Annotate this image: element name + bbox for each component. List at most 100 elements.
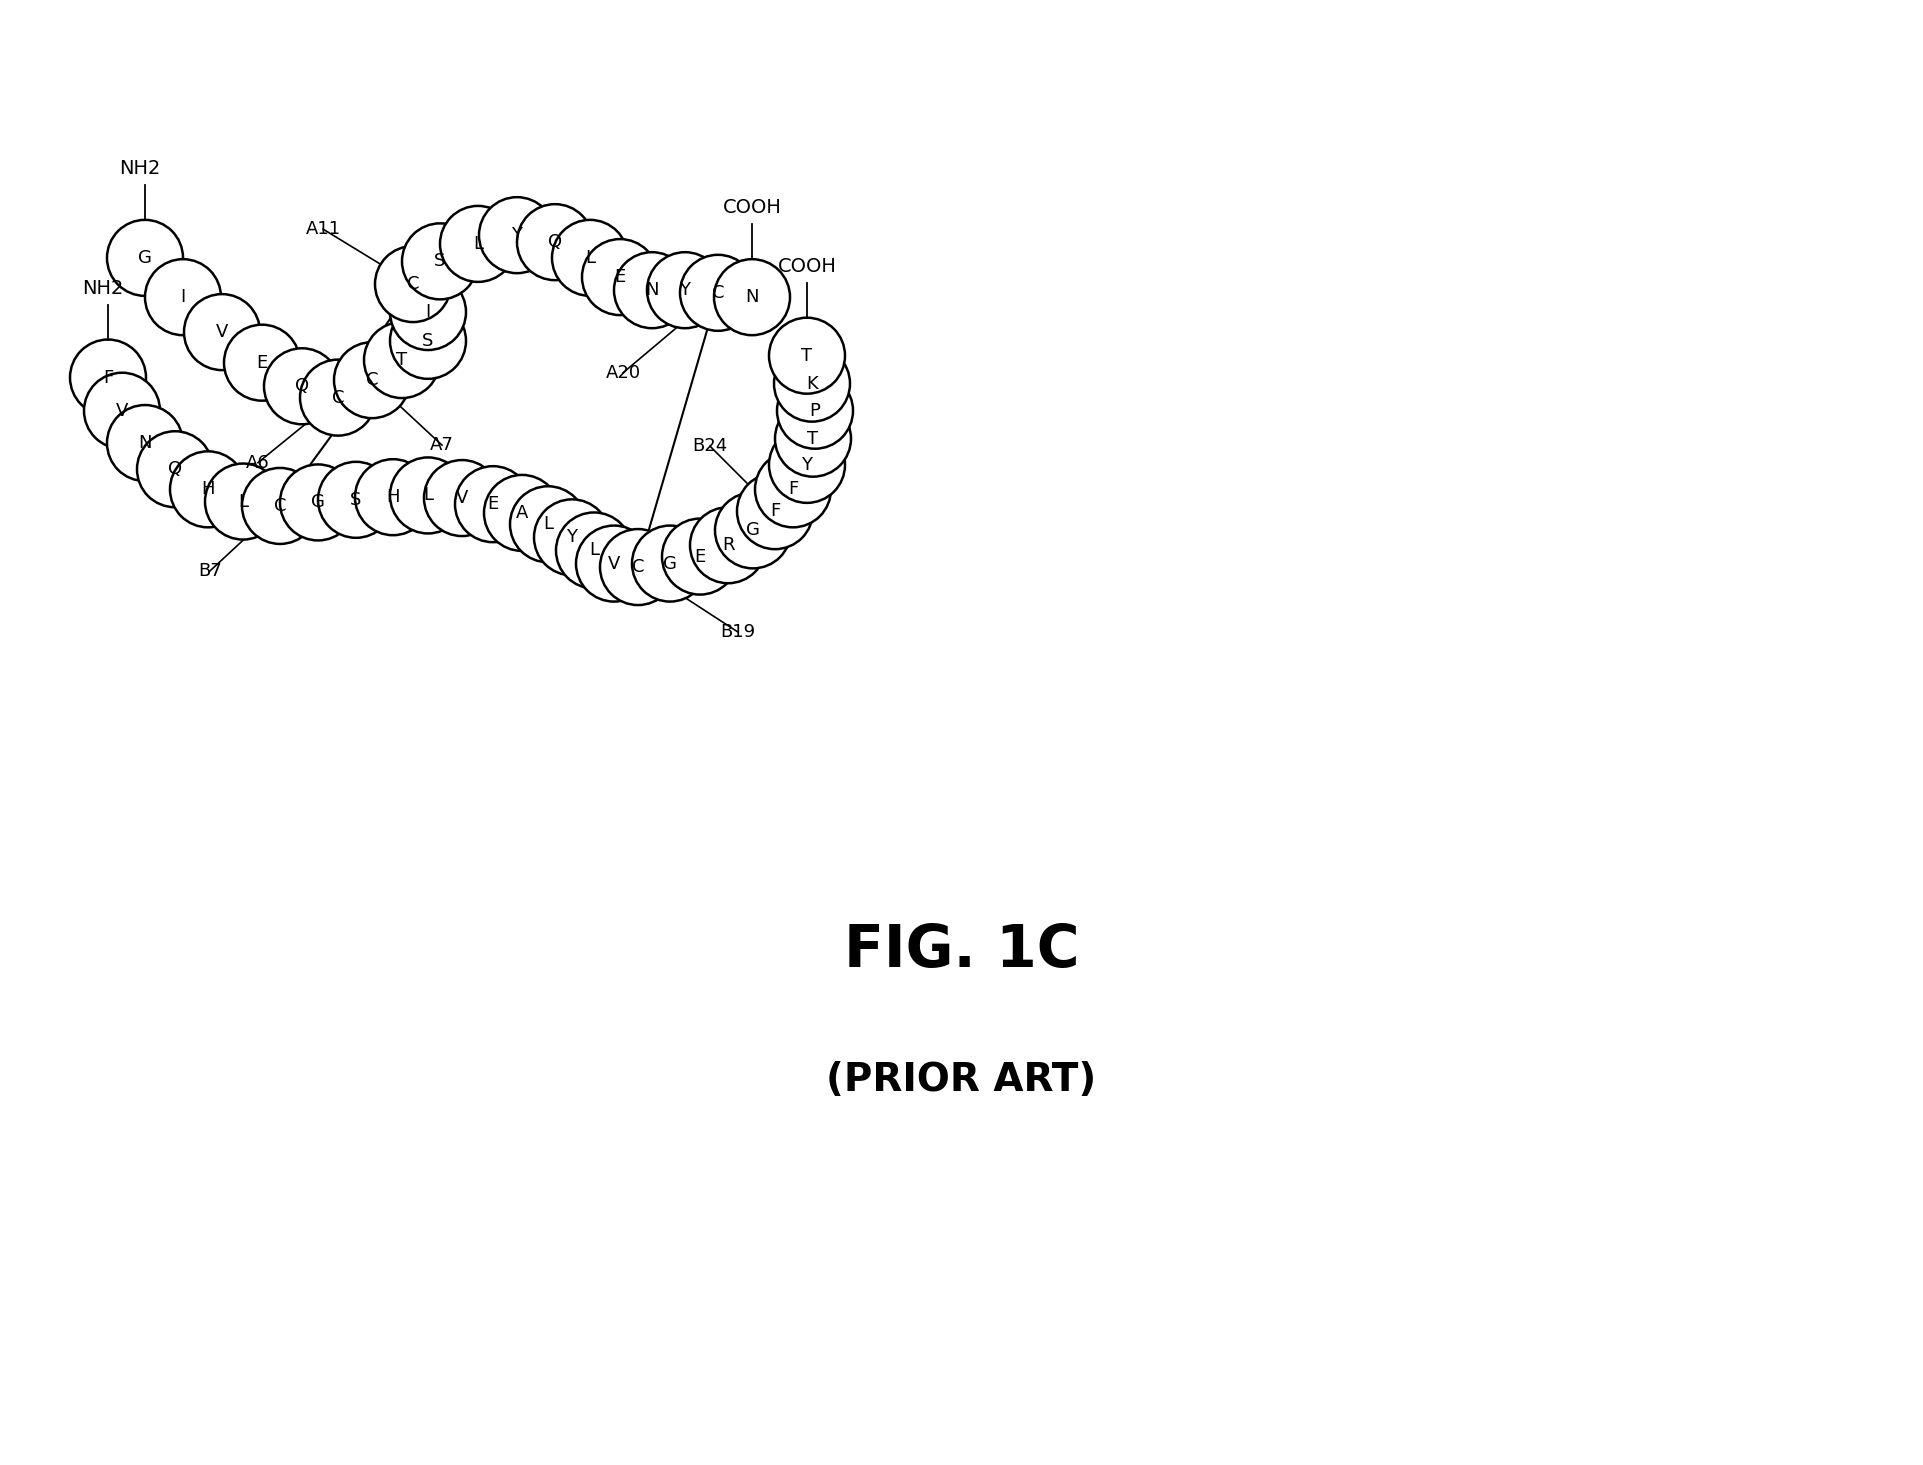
Text: T: T — [808, 429, 819, 448]
Circle shape — [356, 459, 431, 535]
Circle shape — [85, 372, 160, 448]
Circle shape — [440, 207, 515, 281]
Circle shape — [775, 400, 852, 476]
Text: Y: Y — [679, 281, 690, 299]
Circle shape — [633, 526, 708, 602]
Text: NH2: NH2 — [83, 278, 123, 297]
Circle shape — [402, 223, 479, 299]
Circle shape — [517, 204, 592, 280]
Circle shape — [681, 255, 756, 331]
Text: G: G — [746, 522, 760, 539]
Circle shape — [662, 519, 738, 595]
Circle shape — [108, 220, 183, 296]
Text: K: K — [806, 375, 817, 393]
Circle shape — [737, 473, 813, 549]
Text: L: L — [588, 542, 598, 560]
Text: L: L — [423, 486, 433, 504]
Circle shape — [773, 346, 850, 422]
Text: S: S — [423, 333, 435, 350]
Circle shape — [556, 513, 633, 589]
Text: COOH: COOH — [777, 256, 837, 275]
Circle shape — [108, 404, 183, 481]
Text: A11: A11 — [306, 220, 340, 239]
Text: Q: Q — [167, 460, 183, 478]
Circle shape — [363, 322, 440, 398]
Text: V: V — [115, 401, 129, 419]
Circle shape — [423, 460, 500, 536]
Text: C: C — [365, 371, 379, 390]
Text: I: I — [425, 303, 431, 321]
Circle shape — [69, 340, 146, 416]
Circle shape — [185, 294, 260, 371]
Text: Q: Q — [548, 233, 562, 251]
Circle shape — [715, 492, 790, 568]
Text: T: T — [396, 352, 408, 369]
Circle shape — [613, 252, 690, 328]
Circle shape — [137, 431, 213, 507]
Text: NH2: NH2 — [119, 158, 162, 177]
Text: V: V — [456, 489, 467, 507]
Text: G: G — [138, 249, 152, 267]
Text: C: C — [712, 284, 725, 302]
Circle shape — [390, 303, 465, 379]
Circle shape — [577, 526, 652, 602]
Text: C: C — [633, 558, 644, 576]
Circle shape — [335, 343, 410, 418]
Circle shape — [300, 359, 377, 435]
Text: R: R — [721, 536, 735, 554]
Circle shape — [375, 246, 452, 322]
Text: F: F — [769, 502, 781, 520]
Text: H: H — [202, 481, 215, 498]
Circle shape — [713, 259, 790, 335]
Text: COOH: COOH — [723, 198, 781, 217]
Text: E: E — [256, 353, 267, 372]
Circle shape — [144, 259, 221, 335]
Circle shape — [769, 426, 844, 502]
Circle shape — [242, 467, 317, 544]
Text: F: F — [788, 481, 798, 498]
Text: N: N — [746, 289, 760, 306]
Text: L: L — [473, 234, 483, 253]
Circle shape — [600, 529, 677, 605]
Text: G: G — [663, 555, 677, 573]
Text: P: P — [810, 401, 821, 419]
Text: L: L — [585, 249, 594, 267]
Text: S: S — [350, 491, 362, 508]
Text: S: S — [435, 252, 446, 271]
Text: Q: Q — [294, 378, 310, 396]
Circle shape — [281, 464, 356, 541]
Text: E: E — [487, 495, 498, 513]
Text: Y: Y — [567, 529, 577, 546]
Text: B24: B24 — [692, 437, 727, 456]
Text: C: C — [408, 275, 419, 293]
Circle shape — [510, 486, 587, 563]
Circle shape — [206, 463, 281, 539]
Text: (PRIOR ART): (PRIOR ART) — [827, 1061, 1096, 1099]
Circle shape — [479, 198, 556, 272]
Text: C: C — [273, 497, 287, 514]
Circle shape — [169, 451, 246, 527]
Text: V: V — [215, 324, 229, 341]
Text: FIG. 1C: FIG. 1C — [844, 921, 1079, 979]
Circle shape — [317, 461, 394, 538]
Text: A7: A7 — [431, 437, 454, 454]
Circle shape — [263, 349, 340, 425]
Text: A6: A6 — [246, 454, 269, 472]
Text: C: C — [333, 388, 344, 407]
Text: E: E — [613, 268, 625, 286]
Text: B7: B7 — [198, 563, 221, 580]
Text: H: H — [387, 488, 400, 507]
Circle shape — [583, 239, 658, 315]
Circle shape — [485, 475, 560, 551]
Circle shape — [777, 372, 854, 448]
Circle shape — [756, 451, 831, 527]
Circle shape — [552, 220, 629, 296]
Circle shape — [456, 466, 531, 542]
Circle shape — [535, 500, 610, 576]
Circle shape — [769, 318, 844, 394]
Circle shape — [390, 457, 465, 533]
Text: A20: A20 — [606, 363, 640, 382]
Text: N: N — [138, 434, 152, 453]
Circle shape — [223, 325, 300, 401]
Text: Y: Y — [512, 226, 523, 245]
